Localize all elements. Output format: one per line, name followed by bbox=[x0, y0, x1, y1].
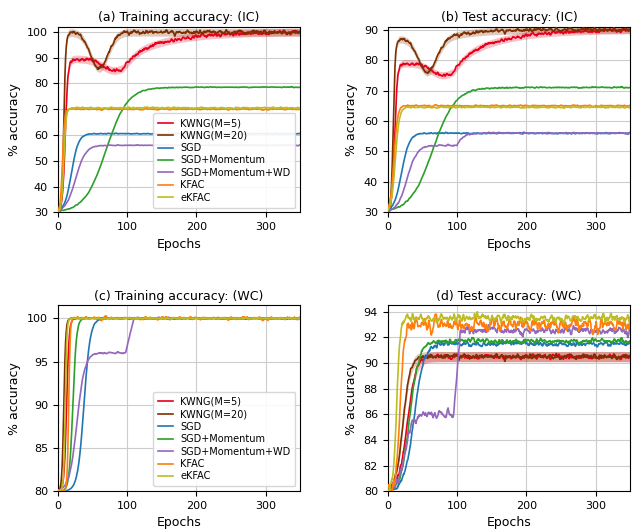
X-axis label: Epochs: Epochs bbox=[486, 238, 531, 251]
Y-axis label: % accuracy: % accuracy bbox=[345, 362, 358, 435]
Title: (a) Training accuracy: (IC): (a) Training accuracy: (IC) bbox=[99, 11, 260, 24]
X-axis label: Epochs: Epochs bbox=[157, 238, 202, 251]
X-axis label: Epochs: Epochs bbox=[486, 517, 531, 529]
Legend: KWNG(M=5), KWNG(M=20), SGD, SGD+Momentum, SGD+Momentum+WD, KFAC, eKFAC: KWNG(M=5), KWNG(M=20), SGD, SGD+Momentum… bbox=[153, 392, 296, 486]
Y-axis label: % accuracy: % accuracy bbox=[8, 83, 21, 156]
X-axis label: Epochs: Epochs bbox=[157, 517, 202, 529]
Y-axis label: % accuracy: % accuracy bbox=[8, 362, 21, 435]
Y-axis label: % accuracy: % accuracy bbox=[346, 83, 358, 156]
Title: (c) Training accuracy: (WC): (c) Training accuracy: (WC) bbox=[94, 290, 264, 303]
Title: (b) Test accuracy: (IC): (b) Test accuracy: (IC) bbox=[441, 11, 577, 24]
Legend: KWNG(M=5), KWNG(M=20), SGD, SGD+Momentum, SGD+Momentum+WD, KFAC, eKFAC: KWNG(M=5), KWNG(M=20), SGD, SGD+Momentum… bbox=[153, 113, 296, 208]
Title: (d) Test accuracy: (WC): (d) Test accuracy: (WC) bbox=[436, 290, 582, 303]
